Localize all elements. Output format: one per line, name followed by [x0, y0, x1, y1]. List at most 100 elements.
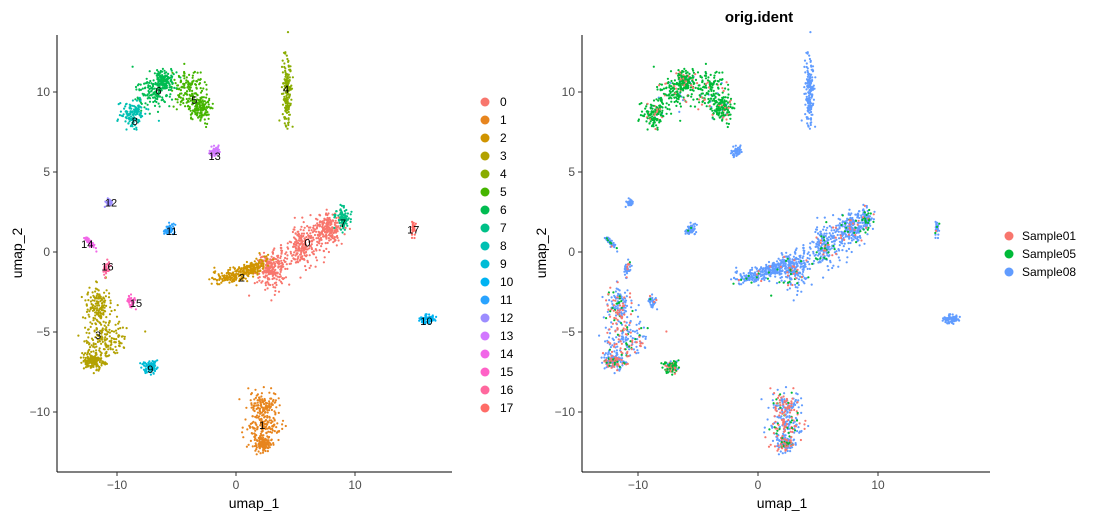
- cluster-point: [98, 360, 101, 364]
- cluster-point: [266, 409, 269, 412]
- sample-point: [757, 284, 760, 287]
- sample-point: [830, 240, 834, 243]
- cluster-point: [109, 306, 112, 309]
- cluster-point: [196, 111, 199, 114]
- sample-point: [769, 272, 773, 276]
- cluster-point: [266, 414, 269, 418]
- sample-point: [845, 250, 848, 253]
- cluster-point: [150, 362, 153, 365]
- cluster-point: [178, 94, 181, 97]
- cluster-point: [284, 267, 287, 270]
- cluster-point: [300, 249, 303, 252]
- cluster-point: [302, 221, 305, 224]
- cluster-point: [217, 273, 220, 276]
- cluster-point: [295, 240, 298, 243]
- cluster-point: [304, 268, 307, 272]
- cluster-point: [90, 361, 93, 364]
- cluster-point: [253, 282, 256, 285]
- cluster-point: [314, 265, 317, 268]
- sample-point: [802, 280, 805, 283]
- cluster-point: [134, 108, 137, 111]
- cluster-point: [297, 246, 300, 249]
- sample-point: [783, 271, 787, 274]
- cluster-point: [92, 361, 95, 364]
- cluster-point: [99, 311, 102, 314]
- cluster-point: [189, 83, 192, 87]
- sample-point: [818, 249, 821, 252]
- cluster-point: [329, 224, 332, 227]
- sample-point: [604, 352, 608, 355]
- cluster-point: [163, 76, 166, 79]
- sample-point: [635, 345, 638, 348]
- cluster-point: [157, 73, 160, 77]
- cluster-point: [103, 291, 106, 294]
- cluster-point: [343, 233, 346, 236]
- cluster-point: [312, 227, 315, 230]
- cluster-point: [309, 214, 312, 217]
- cluster-point: [97, 369, 100, 372]
- cluster-point: [158, 91, 161, 94]
- sample-point: [625, 321, 628, 324]
- cluster-point: [276, 271, 279, 274]
- cluster-point: [259, 441, 262, 445]
- cluster-point: [150, 370, 153, 373]
- cluster-point: [145, 371, 148, 374]
- cluster-point: [148, 365, 151, 368]
- cluster-point: [85, 331, 88, 334]
- cluster-point: [94, 311, 97, 314]
- cluster-point: [322, 233, 325, 236]
- cluster-point: [207, 103, 210, 106]
- cluster-point: [328, 228, 331, 231]
- cluster-point: [125, 102, 128, 105]
- cluster-point: [270, 421, 273, 425]
- cluster-point: [177, 74, 180, 78]
- cluster-point: [326, 226, 329, 229]
- cluster-point: [340, 242, 343, 245]
- cluster-point: [293, 251, 296, 254]
- legend-label-4: 4: [500, 167, 507, 181]
- cluster-point: [272, 286, 275, 289]
- cluster-point: [326, 241, 329, 245]
- cluster-point: [230, 277, 233, 280]
- cluster-point: [216, 148, 219, 151]
- cluster-point: [316, 233, 319, 236]
- cluster-point: [233, 277, 236, 280]
- sample-point: [797, 258, 800, 261]
- cluster-point: [278, 265, 282, 268]
- cluster-point: [288, 94, 291, 97]
- cluster-point: [304, 246, 307, 249]
- cluster-point: [134, 110, 137, 113]
- cluster-point: [318, 238, 321, 241]
- cluster-point: [103, 348, 106, 351]
- sample-point: [628, 324, 631, 327]
- sample-point: [841, 249, 844, 252]
- cluster-point: [169, 88, 172, 91]
- cluster-point: [233, 267, 236, 270]
- cluster-point: [264, 288, 267, 291]
- cluster-point: [167, 72, 170, 75]
- cluster-point: [274, 286, 277, 289]
- sample-point: [625, 336, 628, 339]
- cluster-point: [299, 276, 302, 279]
- cluster-point: [139, 111, 142, 114]
- sample-point: [807, 91, 810, 94]
- cluster-point: [125, 128, 128, 131]
- cluster-point: [99, 354, 102, 357]
- cluster-point: [269, 430, 272, 434]
- cluster-point: [272, 258, 275, 261]
- cluster-point: [152, 79, 155, 82]
- cluster-point: [340, 214, 343, 217]
- cluster-point: [289, 85, 292, 89]
- cluster-point: [131, 104, 134, 107]
- cluster-point: [85, 303, 88, 306]
- cluster-point: [156, 82, 159, 85]
- sample-point: [799, 256, 802, 259]
- cluster-point: [282, 259, 286, 262]
- cluster-point: [281, 419, 285, 422]
- cluster-point: [424, 322, 427, 325]
- cluster-point: [191, 89, 194, 92]
- cluster-point: [271, 429, 274, 432]
- cluster-point: [250, 432, 253, 435]
